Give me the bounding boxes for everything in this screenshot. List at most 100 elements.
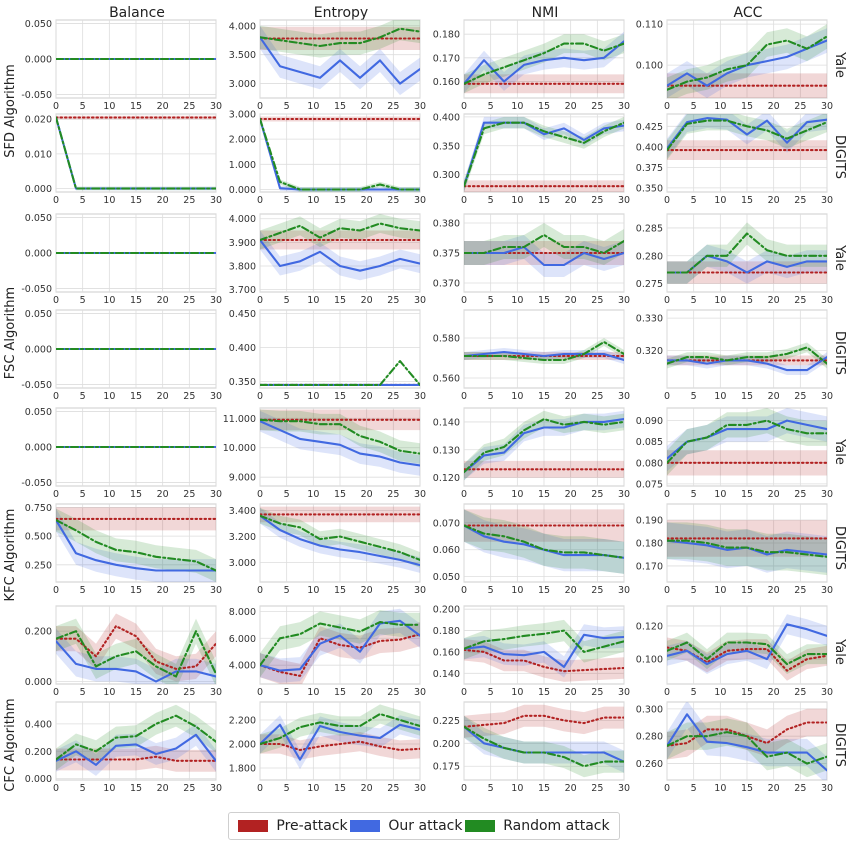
panel-r3-c3: 0 5 10 15 20 25 30 0.320 0.330	[636, 309, 833, 402]
random-attack-line	[464, 340, 624, 362]
x-tick-label: 0	[257, 295, 263, 306]
x-tick-label: 30	[210, 783, 222, 794]
x-tick-label: 0	[664, 783, 670, 794]
x-tick-label: 0	[664, 101, 670, 112]
x-tick-label: 0	[257, 195, 263, 206]
x-tick-label: 5	[284, 391, 290, 402]
x-tick-label: 20	[157, 391, 169, 402]
x-tick-label: 0	[257, 489, 263, 500]
x-tick-label: 20	[157, 195, 169, 206]
y-tick-label: 0.175	[433, 762, 460, 773]
y-tick-label: 0.160	[433, 647, 460, 658]
column-title-entropy: Entropy	[314, 5, 368, 21]
y-tick-label: 0.250	[25, 560, 52, 571]
y-tick-label: 3.900	[229, 238, 256, 249]
x-tick-label: 20	[361, 101, 373, 112]
x-tick-label: 20	[361, 489, 373, 500]
y-tick-label: 0.160	[433, 77, 460, 88]
column-title-balance: Balance	[109, 5, 165, 21]
panel-plot-area	[56, 507, 216, 582]
panel-r2-c0: 0 5 10 15 20 25 30 -0.050 0.000 0.050	[21, 213, 222, 306]
our-attack-line	[260, 238, 420, 272]
y-tick-label: -0.050	[21, 90, 52, 101]
panel-r7-c3: 0 5 10 15 20 25 30 0.260 0.280 0.300	[636, 701, 833, 794]
random-attack-line	[260, 27, 420, 48]
y-tick-label: -0.050	[21, 284, 52, 295]
our-attack-band	[464, 715, 624, 773]
x-tick-label: 5	[488, 101, 494, 112]
pre-attack-band	[667, 708, 827, 760]
our-attack-line	[667, 356, 827, 372]
y-tick-label: 11.000	[223, 414, 256, 425]
x-tick-label: 20	[157, 783, 169, 794]
x-tick-label: 20	[361, 585, 373, 596]
x-tick-label: 20	[361, 391, 373, 402]
legend-label-our-attack: Our attack	[388, 818, 463, 834]
x-tick-label: 25	[183, 687, 195, 698]
legend-swatch-pre-attack	[238, 820, 269, 832]
panel-plot-area	[56, 115, 216, 191]
y-tick-label: 0.750	[25, 503, 52, 514]
x-tick-label: 5	[80, 783, 86, 794]
x-tick-label: 10	[714, 391, 726, 402]
y-tick-label: 0.400	[636, 142, 663, 153]
random-attack-band	[464, 34, 624, 94]
x-tick-label: 10	[511, 295, 523, 306]
panel-r1-c3: 0 5 10 15 20 25 30 0.350 0.375 0.400 0.425	[636, 113, 833, 206]
panel-r5-c0: 0 5 10 15 20 25 30 0.250 0.500 0.750	[25, 503, 222, 596]
x-tick-label: 30	[821, 687, 833, 698]
x-tick-label: 0	[461, 195, 467, 206]
x-tick-label: 5	[80, 585, 86, 596]
y-tick-label: 0.375	[433, 249, 460, 260]
x-tick-label: 25	[387, 295, 399, 306]
y-tick-label: 0.275	[636, 279, 663, 290]
x-tick-label: 0	[53, 295, 59, 306]
x-tick-label: 25	[387, 195, 399, 206]
panel-r6-c0: 0 5 10 15 20 25 30 0.000 0.200	[25, 605, 222, 698]
x-tick-label: 10	[103, 687, 115, 698]
y-tick-label: 0.370	[433, 279, 460, 290]
y-tick-label: 3.000	[229, 110, 256, 121]
legend-item-pre-attack: Pre-attack	[238, 818, 348, 834]
y-tick-label: 0.140	[433, 669, 460, 680]
x-tick-label: 25	[387, 783, 399, 794]
y-tick-label: 4.000	[229, 214, 256, 225]
x-tick-label: 0	[53, 687, 59, 698]
x-tick-label: 20	[768, 391, 780, 402]
x-tick-label: 10	[103, 295, 115, 306]
x-tick-label: 5	[488, 489, 494, 500]
x-tick-label: 0	[53, 489, 59, 500]
y-tick-label: 0.000	[25, 677, 52, 688]
our-attack-band	[667, 408, 827, 472]
our-attack-band	[667, 114, 827, 159]
y-tick-label: 0.400	[25, 719, 52, 730]
x-tick-label: 10	[511, 687, 523, 698]
x-tick-label: 20	[157, 687, 169, 698]
x-tick-label: 30	[618, 295, 630, 306]
random-attack-line	[464, 524, 624, 559]
random-attack-band	[667, 522, 827, 576]
y-tick-label: 0.300	[433, 170, 460, 181]
x-tick-label: 5	[691, 391, 697, 402]
y-tick-label: 0.120	[433, 473, 460, 484]
random-attack-band	[260, 704, 420, 754]
x-tick-label: 15	[538, 783, 550, 794]
panel-r2-c1: 0 5 10 15 20 25 30 3.700 3.800 3.900 4.000	[229, 213, 426, 306]
x-tick-label: 30	[414, 489, 426, 500]
panel-plot-area	[667, 342, 827, 375]
x-tick-label: 15	[130, 585, 142, 596]
x-tick-label: 30	[210, 687, 222, 698]
random-attack-line	[667, 539, 827, 558]
y-tick-label: 0.320	[636, 346, 663, 357]
x-tick-label: 10	[307, 391, 319, 402]
our-attack-line	[260, 514, 420, 567]
pre-attack-line	[56, 755, 216, 762]
x-tick-label: 20	[768, 489, 780, 500]
y-tick-label: 0.000	[25, 345, 52, 356]
x-tick-label: 5	[284, 101, 290, 112]
x-tick-label: 15	[334, 783, 346, 794]
x-tick-label: 15	[741, 489, 753, 500]
panel-plot-area	[464, 223, 624, 277]
x-tick-label: 20	[565, 585, 577, 596]
